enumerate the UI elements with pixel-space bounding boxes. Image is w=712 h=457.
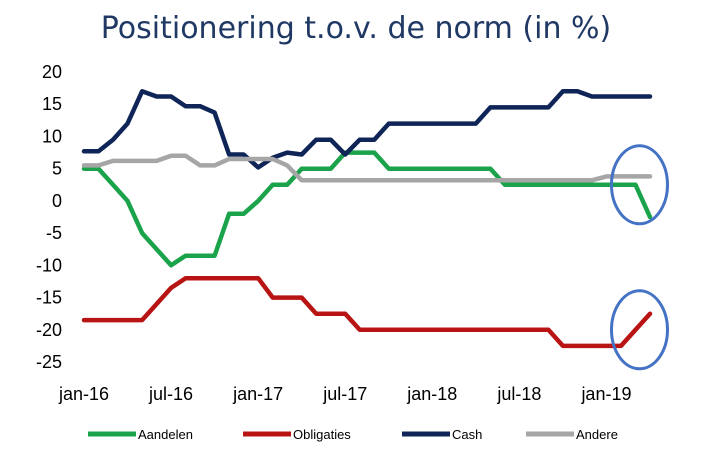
annotations	[609, 144, 669, 371]
annotation-ellipse	[609, 289, 669, 371]
legend: Aandelen Obligaties Cash Andere	[88, 427, 618, 442]
x-tick-label: jul-18	[496, 384, 541, 404]
x-tick-label: jul-17	[322, 384, 367, 404]
y-tick-label: 5	[52, 159, 62, 179]
x-tick-label: jan-16	[58, 384, 109, 404]
x-tick-label: jan-17	[232, 384, 283, 404]
series-line-obligaties	[81, 275, 653, 349]
y-tick-label: 15	[42, 94, 62, 114]
x-axis-ticks: jan-16 jul-16 jan-17 jul-17 jan-18 jul-18 jan-…	[58, 384, 632, 404]
y-tick-label: 0	[52, 191, 62, 211]
chart-title: Positionering t.o.v. de norm (in %)	[101, 11, 611, 46]
series-lines	[81, 89, 653, 349]
y-tick-label: 10	[42, 126, 62, 146]
y-axis-ticks: 20 15 10 5 0 -5 -10 -15 -20 -25	[36, 62, 62, 372]
y-tick-label: -20	[36, 320, 62, 340]
annotation-ellipse	[609, 144, 669, 226]
x-tick-label: jan-18	[406, 384, 457, 404]
x-tick-label: jul-16	[148, 384, 193, 404]
legend-label-cash: Cash	[452, 427, 482, 442]
x-tick-label: jan-19	[580, 384, 631, 404]
legend-label-aandelen: Aandelen	[138, 427, 193, 442]
y-tick-label: -25	[36, 352, 62, 372]
series-line-andere	[81, 153, 653, 183]
y-tick-label: 20	[42, 62, 62, 82]
series-line-aandelen	[81, 150, 653, 268]
series-line-cash	[81, 89, 653, 170]
legend-label-andere: Andere	[576, 427, 618, 442]
y-tick-label: -5	[46, 223, 62, 243]
legend-label-obligaties: Obligaties	[293, 427, 351, 442]
y-tick-label: -10	[36, 255, 62, 275]
y-tick-label: -15	[36, 288, 62, 308]
